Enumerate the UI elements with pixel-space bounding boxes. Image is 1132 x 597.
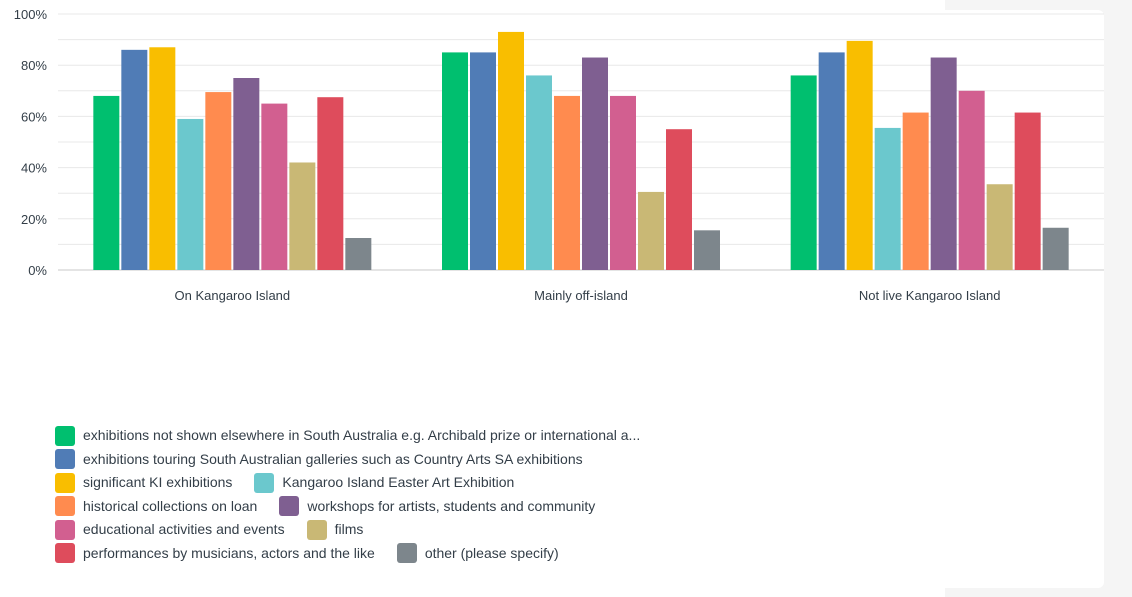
legend-swatch	[55, 472, 75, 493]
legend-swatch	[306, 519, 327, 540]
bar	[177, 118, 204, 271]
legend-item[interactable]: other (please specify)	[396, 542, 559, 566]
x-category-label: Mainly off-island	[534, 288, 628, 303]
bar	[958, 90, 985, 270]
x-category-label: Not live Kangaroo Island	[859, 288, 1001, 303]
legend-label: films	[334, 521, 364, 537]
legend-swatch	[55, 543, 75, 564]
legend-swatch	[55, 449, 75, 470]
bar	[846, 40, 873, 270]
bar	[289, 162, 316, 270]
legend-row: significant KI exhibitions Kangaroo Islan…	[55, 471, 955, 495]
bar	[442, 52, 468, 271]
bar	[345, 238, 372, 270]
bar	[121, 49, 148, 271]
bar	[317, 97, 344, 270]
legend-swatch	[254, 472, 275, 493]
legend-row: exhibitions touring South Australian gal…	[55, 448, 955, 472]
legend-swatch	[55, 496, 75, 517]
bar	[149, 47, 176, 270]
bar	[1014, 112, 1041, 270]
legend-label: workshops for artists, students and comm…	[307, 497, 596, 514]
bar	[233, 78, 260, 270]
bar	[874, 127, 901, 270]
chart-legend: exhibitions not shown elsewhere in South…	[55, 424, 955, 565]
x-category-label: On Kangaroo Island	[175, 288, 291, 303]
bar	[498, 31, 524, 271]
bar	[261, 103, 288, 270]
bar	[610, 95, 636, 270]
legend-item[interactable]: educational activities and events	[55, 518, 285, 542]
legend-label: other (please specify)	[424, 544, 559, 561]
legend-item[interactable]: films	[306, 518, 364, 542]
legend-item[interactable]: workshops for artists, students and comm…	[279, 495, 595, 519]
legend-swatch	[55, 425, 75, 446]
legend-label: historical collections on loan	[83, 497, 258, 514]
legend-item[interactable]: significant KI exhibitions	[55, 471, 232, 495]
bar	[790, 75, 817, 270]
bar	[986, 184, 1013, 270]
legend-row: exhibitions not shown elsewhere in South…	[55, 424, 955, 448]
bar	[694, 230, 720, 270]
bar	[93, 95, 120, 270]
y-tick-label: 60%	[21, 109, 47, 124]
bar	[818, 52, 845, 271]
bar	[526, 75, 552, 270]
bar	[930, 57, 957, 270]
legend-item[interactable]: exhibitions not shown elsewhere in South…	[55, 424, 640, 448]
bar	[582, 57, 608, 270]
legend-label: exhibitions touring South Australian gal…	[83, 450, 583, 467]
bar	[638, 191, 664, 270]
y-tick-label: 100%	[14, 7, 48, 22]
legend-row: educational activities and events films	[55, 518, 955, 542]
legend-label: educational activities and events	[83, 521, 285, 537]
bar-chart: 0% 20% 40% 60% 80% 100% On Kangaroo Island Main…	[14, 7, 1104, 303]
bar	[554, 95, 580, 270]
legend-swatch	[55, 519, 75, 540]
legend-row: historical collections on loan workshops …	[55, 495, 955, 519]
bar	[205, 92, 232, 270]
legend-item[interactable]: exhibitions touring South Australian gal…	[55, 448, 583, 472]
y-tick-label: 0%	[28, 263, 47, 278]
y-tick-label: 80%	[21, 58, 47, 73]
y-tick-label: 40%	[21, 161, 47, 176]
legend-label: performances by musicians, actors and th…	[83, 544, 375, 561]
bar	[666, 129, 692, 270]
legend-row: performances by musicians, actors and th…	[55, 542, 955, 566]
legend-label: Kangaroo Island Easter Art Exhibition	[282, 474, 515, 490]
y-tick-label: 20%	[21, 212, 47, 227]
legend-swatch	[279, 496, 300, 517]
bar	[902, 112, 929, 270]
bar	[470, 52, 496, 271]
legend-swatch	[396, 543, 417, 564]
legend-item[interactable]: Kangaroo Island Easter Art Exhibition	[254, 471, 514, 495]
bar	[1042, 227, 1069, 270]
legend-label: significant KI exhibitions	[83, 474, 233, 490]
legend-item[interactable]: historical collections on loan	[55, 495, 257, 519]
legend-item[interactable]: performances by musicians, actors and th…	[55, 542, 375, 566]
legend-label: exhibitions not shown elsewhere in South…	[83, 427, 641, 443]
